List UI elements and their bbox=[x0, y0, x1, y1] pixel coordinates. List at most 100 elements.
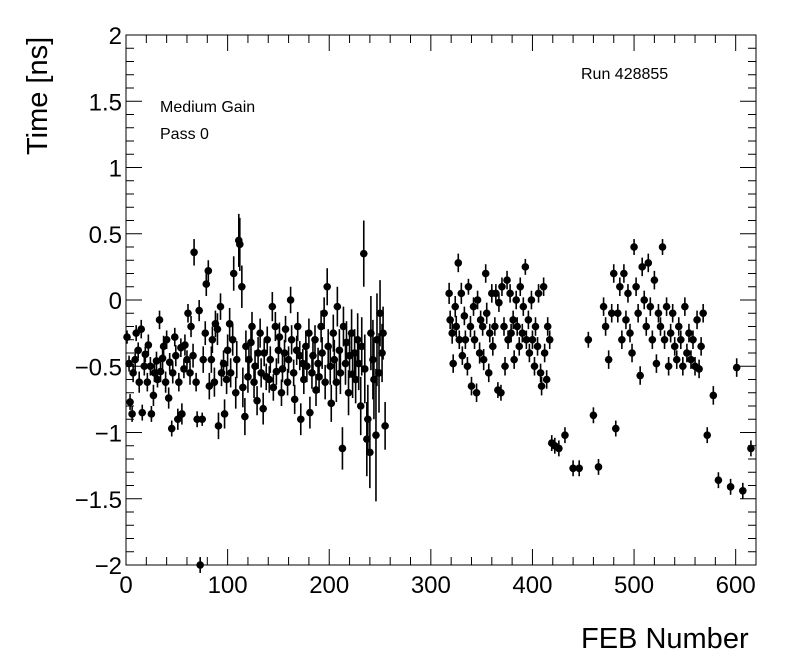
data-point bbox=[189, 343, 197, 368]
marker bbox=[363, 435, 371, 443]
marker bbox=[248, 322, 256, 331]
marker bbox=[445, 289, 453, 298]
data-point bbox=[184, 303, 192, 323]
marker bbox=[286, 296, 295, 304]
data-point bbox=[195, 300, 203, 322]
marker bbox=[622, 316, 630, 324]
marker bbox=[513, 322, 522, 331]
data-point bbox=[648, 330, 657, 350]
data-point bbox=[501, 356, 509, 376]
data-point bbox=[599, 297, 608, 316]
marker bbox=[253, 396, 261, 405]
data-point bbox=[510, 350, 518, 369]
data-point bbox=[250, 366, 258, 399]
data-point bbox=[537, 376, 546, 396]
marker bbox=[491, 322, 499, 331]
data-point bbox=[222, 364, 231, 395]
marker bbox=[683, 349, 691, 357]
marker bbox=[484, 369, 493, 377]
data-point bbox=[672, 350, 681, 369]
data-point bbox=[329, 314, 338, 352]
data-point bbox=[654, 303, 663, 323]
data-point bbox=[323, 268, 331, 306]
marker bbox=[599, 302, 608, 311]
data-point bbox=[315, 360, 323, 393]
data-point bbox=[611, 420, 620, 437]
marker bbox=[534, 289, 543, 298]
marker bbox=[225, 320, 234, 328]
marker bbox=[478, 322, 487, 331]
marker bbox=[123, 333, 131, 341]
data-point bbox=[452, 315, 461, 338]
marker bbox=[143, 378, 152, 386]
data-point bbox=[167, 420, 176, 437]
marker bbox=[381, 422, 389, 430]
marker bbox=[658, 243, 667, 251]
marker bbox=[497, 388, 505, 397]
marker bbox=[594, 463, 603, 471]
marker bbox=[501, 362, 509, 371]
data-point bbox=[555, 440, 563, 457]
data-point bbox=[336, 351, 345, 395]
data-point bbox=[175, 372, 183, 392]
marker bbox=[357, 342, 366, 351]
marker bbox=[195, 306, 203, 315]
marker bbox=[347, 329, 356, 337]
marker bbox=[495, 298, 503, 307]
data-points bbox=[123, 213, 755, 573]
marker bbox=[356, 402, 365, 410]
data-point bbox=[664, 356, 673, 376]
data-point bbox=[656, 317, 665, 336]
marker bbox=[460, 312, 469, 320]
data-point bbox=[575, 460, 583, 477]
marker bbox=[232, 355, 241, 364]
data-point bbox=[455, 330, 464, 350]
axis-ticks bbox=[125, 34, 757, 566]
marker bbox=[333, 302, 342, 311]
marker bbox=[518, 329, 527, 337]
y-tick-label: −1 bbox=[95, 421, 122, 448]
marker bbox=[632, 282, 640, 291]
marker bbox=[265, 375, 274, 384]
data-point bbox=[679, 356, 687, 376]
run-label: Run 428855 bbox=[581, 66, 669, 83]
marker bbox=[448, 329, 456, 337]
marker bbox=[524, 316, 533, 324]
axis-tick-labels: 0 100 200 300 400 500 600 −2 −1.5 −1 −0.5 0 0.5 1 1.5 2 bbox=[75, 23, 756, 599]
marker bbox=[181, 341, 189, 349]
marker bbox=[326, 362, 335, 371]
marker bbox=[226, 369, 235, 377]
data-point bbox=[165, 353, 174, 372]
marker bbox=[198, 415, 207, 424]
data-point bbox=[498, 277, 506, 297]
data-point bbox=[530, 356, 539, 376]
data-point bbox=[489, 337, 497, 356]
data-point bbox=[207, 346, 216, 373]
data-point bbox=[506, 284, 514, 303]
marker bbox=[175, 378, 183, 386]
data-point bbox=[689, 330, 697, 350]
marker bbox=[317, 322, 325, 331]
marker bbox=[236, 240, 244, 249]
marker bbox=[306, 408, 314, 417]
data-point bbox=[601, 317, 610, 336]
marker bbox=[500, 322, 508, 331]
marker bbox=[216, 302, 225, 311]
data-point bbox=[561, 427, 569, 444]
data-point bbox=[685, 323, 693, 343]
marker bbox=[274, 346, 283, 355]
data-point bbox=[540, 343, 549, 363]
marker bbox=[611, 424, 620, 433]
marker bbox=[165, 358, 174, 367]
data-point bbox=[278, 355, 287, 383]
marker bbox=[167, 424, 176, 433]
marker bbox=[311, 335, 319, 344]
marker bbox=[174, 415, 182, 424]
data-point bbox=[228, 323, 237, 356]
marker bbox=[229, 269, 238, 278]
marker bbox=[278, 365, 287, 373]
marker bbox=[335, 346, 344, 355]
marker bbox=[703, 431, 712, 439]
marker bbox=[327, 399, 336, 408]
marker bbox=[312, 386, 320, 394]
